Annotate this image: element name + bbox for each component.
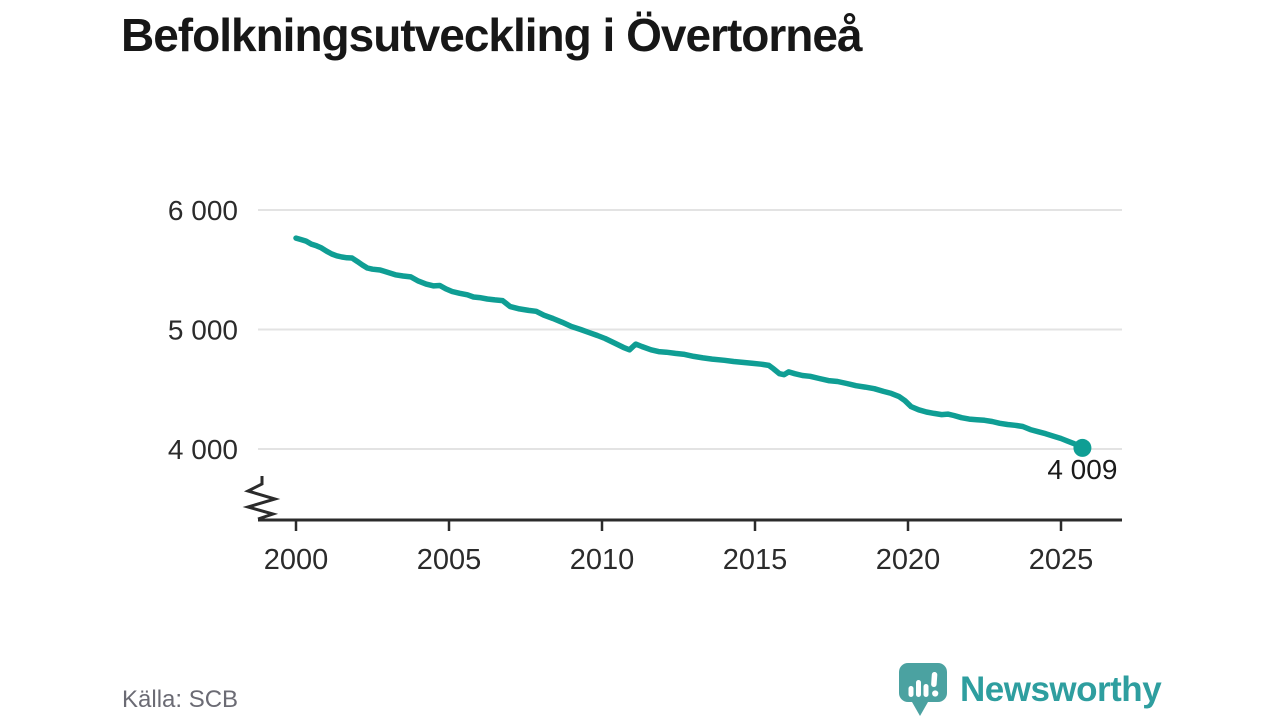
- x-axis-ticks: [294, 520, 1063, 531]
- population-line: [293, 235, 1086, 451]
- x-tick-label: 2015: [723, 544, 788, 576]
- bar-chart-glyph: [908, 672, 939, 697]
- x-tick-label: 2000: [264, 544, 329, 576]
- x-axis-labels: 2000 2005 2010 2015 2020 2025: [264, 544, 1094, 576]
- latest-value-dot: [1073, 438, 1092, 457]
- y-tick-label: 4 000: [168, 434, 238, 465]
- gridlines: [258, 209, 1122, 450]
- newsworthy-icon: [899, 663, 947, 716]
- x-tick-label: 2020: [876, 544, 941, 576]
- chart-title: Befolkningsutveckling i Övertorneå: [121, 9, 863, 61]
- newsworthy-wordmark: Newsworthy: [960, 670, 1162, 709]
- y-tick-label: 5 000: [168, 315, 238, 346]
- y-axis-labels: 6 000 5 000 4 000: [168, 195, 238, 465]
- y-tick-label: 6 000: [168, 195, 238, 226]
- latest-value-label: 4 009: [1047, 454, 1117, 485]
- source-note: Källa: SCB: [122, 686, 239, 713]
- x-tick-label: 2025: [1029, 544, 1094, 576]
- axis-break-icon: [242, 476, 281, 521]
- x-tick-label: 2010: [570, 544, 635, 576]
- newsworthy-logo: Newsworthy: [897, 661, 1162, 719]
- x-tick-label: 2005: [417, 544, 482, 576]
